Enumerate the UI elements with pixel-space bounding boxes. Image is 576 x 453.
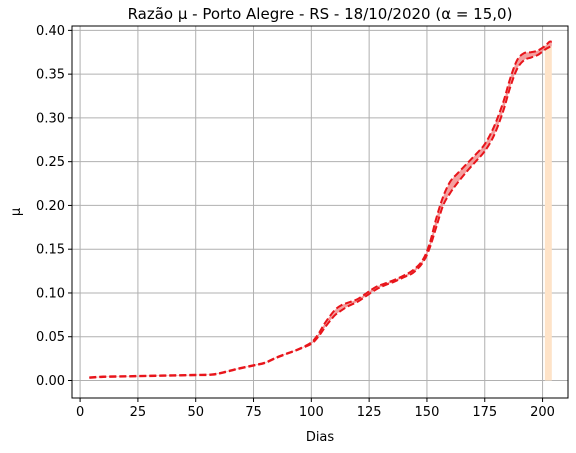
x-tick-label: 25 [130,405,147,420]
series-line-lower [89,45,553,379]
x-tick-label: 175 [472,405,497,420]
y-tick-label: 0.20 [36,199,65,214]
y-tick-label: 0.35 [36,68,65,83]
plot-frame [71,25,569,399]
x-axis-label: Dias [306,430,335,445]
y-tick-label: 0.15 [36,243,65,258]
x-tick-label: 150 [415,405,440,420]
y-axis-label: μ [9,208,24,216]
x-tick-label: 125 [357,405,382,420]
y-tick-label: 0.00 [36,374,65,389]
x-tick-label: 75 [245,405,262,420]
x-tick-label: 100 [299,405,324,420]
x-tick-label: 50 [187,405,204,420]
forecast-band [544,46,552,381]
x-tick-label: 200 [530,405,555,420]
y-tick-label: 0.10 [36,286,65,301]
x-axis: 0 25 50 75 100 125 150 175 200 [76,398,555,420]
x-tick-label: 0 [76,405,84,420]
y-axis: 0.00 0.05 0.10 0.15 0.20 0.25 0.30 0.35 0.40 [36,24,72,389]
chart-title: Razão μ - Porto Alegre - RS - 18/10/2020… [128,5,513,23]
y-tick-label: 0.30 [36,111,65,126]
forecast-band-group [544,46,552,381]
y-tick-label: 0.25 [36,155,65,170]
y-tick-label: 0.40 [36,24,65,39]
y-tick-label: 0.05 [36,330,65,345]
series-group [89,40,553,379]
grid [72,26,568,398]
